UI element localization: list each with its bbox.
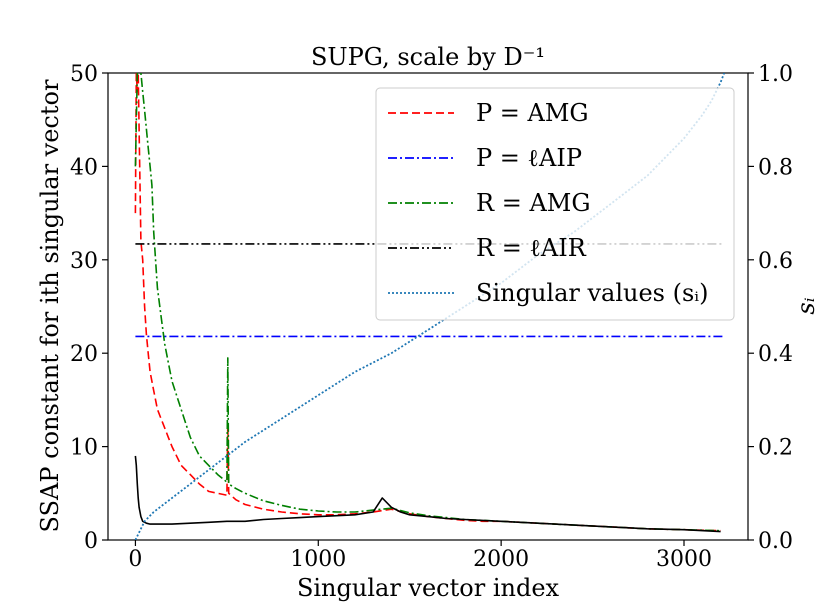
x-tick-label: 3000	[656, 547, 712, 572]
y2-tick-label: 0.0	[758, 529, 793, 554]
y-axis-left: 0 10 20 30 40 50	[70, 62, 108, 554]
y2-tick-label: 0.6	[758, 249, 793, 274]
legend-label: P = ℓAIP	[476, 144, 582, 172]
y-tick-label: 10	[70, 436, 98, 461]
y-tick-label: 0	[84, 529, 98, 554]
x-axis-title: Singular vector index	[297, 574, 560, 602]
x-tick-label: 2000	[473, 547, 529, 572]
legend-box	[375, 87, 735, 321]
legend-label: R = AMG	[476, 189, 591, 217]
series-line-4	[134, 455, 721, 533]
x-tick-label: 0	[128, 547, 142, 572]
x-tick-label: 1000	[290, 547, 346, 572]
y-tick-label: 30	[70, 249, 98, 274]
y2-tick-label: 1.0	[758, 62, 793, 87]
legend-label: P = AMG	[476, 99, 589, 127]
legend-label: R = ℓAIR	[476, 234, 587, 262]
y-tick-label: 50	[70, 62, 98, 87]
legend-label: Singular values (sᵢ)	[476, 279, 709, 307]
y2-tick-label: 0.4	[758, 342, 793, 367]
y2-tick-label: 0.8	[758, 155, 793, 180]
y2-tick-label: 0.2	[758, 436, 793, 461]
legend: P = AMG P = ℓAIP R = AMG R = ℓAIR Singular v…	[375, 87, 735, 321]
y-axis-right: 0.0 0.2 0.4 0.6 0.8 1.0	[748, 62, 793, 554]
y-tick-label: 20	[70, 342, 98, 367]
chart-title: SUPG, scale by D⁻¹	[311, 43, 545, 71]
x-axis: 0 1000 2000 3000	[128, 540, 712, 572]
y-axis-title: SSAP constant for ith singular vector	[36, 79, 64, 532]
y-tick-label: 40	[70, 155, 98, 180]
y2-axis-title: sᵢ	[792, 297, 820, 314]
series-line-0	[134, 73, 721, 532]
